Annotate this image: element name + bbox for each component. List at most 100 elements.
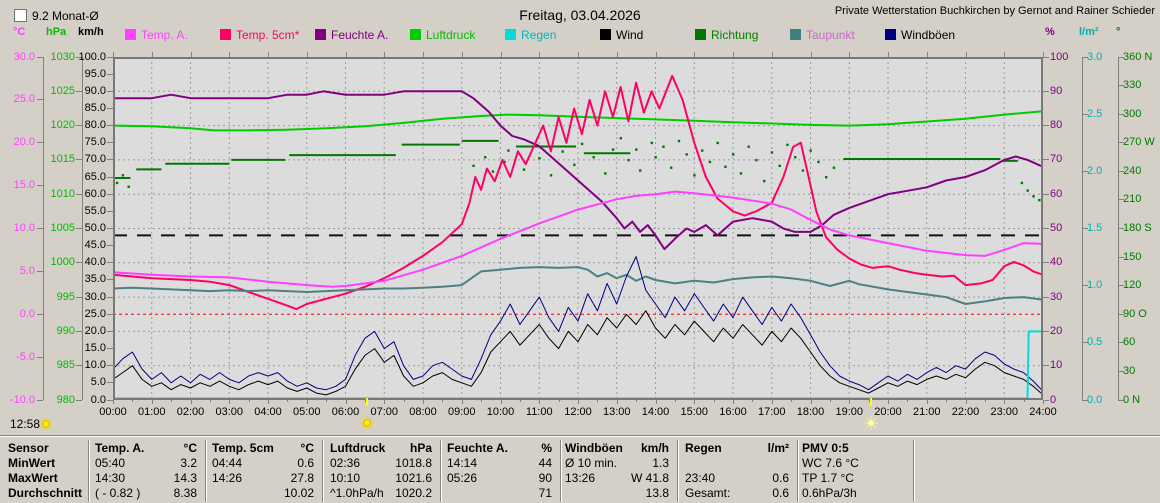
hour-tick-top [539, 52, 541, 57]
hour-tick-top [578, 52, 579, 57]
wind-direction-dot [778, 164, 781, 168]
x-axis-label: 18:00 [796, 406, 825, 418]
half-hour-tick [481, 400, 483, 402]
legend-label: Luftdruck [426, 28, 476, 42]
table-row-label: Durchschnitt [8, 486, 83, 500]
axis-tick [37, 399, 43, 401]
axis-tick [76, 365, 82, 367]
legend-swatch-icon [410, 29, 421, 40]
hour-tick-top [190, 52, 192, 57]
wind-direction-dot [1032, 195, 1035, 198]
half-hour-tick [791, 400, 793, 402]
series-windb-en [112, 256, 1044, 392]
axis-tick-label: 75.0 [84, 136, 106, 149]
table-header-name: Regen [685, 441, 722, 455]
axis-tick [1082, 228, 1088, 229]
hour-tick [694, 400, 696, 404]
series-taupunkt [112, 266, 1044, 305]
wind-direction-dot [484, 156, 487, 159]
half-hour-tick [713, 400, 715, 402]
legend-swatch-icon [695, 29, 706, 40]
table-cell-time: TP 1.7 °C [802, 471, 854, 485]
axis-tick [1082, 56, 1088, 58]
axis-tick-label: 100.0 [78, 50, 106, 63]
axis-tick-label: 5.0 [90, 376, 106, 389]
x-axis-label: 15:00 [680, 406, 709, 418]
table-cell-time: 14:30 [95, 471, 126, 485]
legend-swatch-icon [790, 29, 801, 40]
legend-item-regen[interactable]: Regen [505, 29, 556, 42]
axis-line [82, 57, 83, 400]
legend-item-taupunkt[interactable]: Taupunkt [790, 29, 855, 42]
axis-tick [76, 125, 82, 127]
axis-tick-label: 20.0 [84, 324, 106, 337]
legend-item-temp-5cm-[interactable]: Temp. 5cm* [220, 29, 299, 42]
table-row-label: MaxWert [8, 471, 58, 485]
table-cell-value: 14.3 [173, 471, 197, 485]
legend-item-windb-en[interactable]: Windböen [885, 29, 955, 42]
column-divider [677, 440, 679, 502]
legend-item-luftdruck[interactable]: Luftdruck [410, 29, 475, 42]
table-cell-time: 13:26 [565, 471, 596, 485]
column-divider [560, 440, 562, 502]
axis-tick-label: 0 [1050, 393, 1057, 406]
axis-tick-label: 50 [1050, 222, 1063, 234]
axis-tick-label: 70.0 [84, 153, 106, 166]
table-cell-time: 04:44 [212, 456, 243, 470]
x-axis-label: 06:00 [331, 406, 360, 418]
axis-tick [107, 193, 113, 195]
axis-tick [1043, 90, 1049, 92]
axis-tick-label: 60 [1050, 187, 1063, 200]
table-cell-value: 90 [538, 471, 552, 485]
axis-tick [107, 382, 113, 384]
axis-tick-label: 15.0 [84, 342, 106, 355]
legend-label: Windböen [901, 28, 956, 42]
station-name: Private Wetterstation Buchkirchen by Ger… [834, 5, 1155, 17]
table-cell-value: 71 [538, 486, 552, 500]
chart-canvas [112, 57, 1044, 400]
axis-tick [1082, 342, 1088, 344]
table-cell-value: 0.6 [297, 456, 314, 470]
half-hour-tick [674, 400, 676, 402]
table-cell-value: 1020.2 [395, 486, 432, 500]
legend-item-richtung[interactable]: Richtung [695, 29, 758, 42]
legend-item-temp-a-[interactable]: Temp. A. [125, 29, 188, 42]
hour-tick [229, 400, 231, 404]
axis-tick-label: 60.0 [84, 187, 106, 200]
legend-label: Wind [616, 28, 644, 42]
wind-direction-dot [1020, 181, 1024, 185]
axis-tick-label: 0.0 [90, 393, 106, 406]
wind-direction-dot [507, 149, 510, 152]
table-cell-time: 02:36 [330, 456, 361, 470]
table-header-name: Windböen [565, 441, 623, 455]
axis-tick [1043, 56, 1049, 58]
x-axis-label: 11:00 [525, 406, 553, 418]
axis-tick-label: 30 [1123, 364, 1136, 377]
monthly-average-checkbox[interactable]: 9.2 Monat-Ø [14, 9, 99, 23]
hour-tick [500, 400, 502, 404]
wind-direction-dot [573, 163, 576, 167]
wind-direction-dot [635, 148, 638, 151]
hour-tick-top [1043, 52, 1044, 57]
axis-tick [1118, 285, 1124, 287]
column-divider [440, 440, 442, 502]
axis-tick [76, 399, 82, 401]
legend-swatch-icon [600, 29, 611, 40]
legend-item-wind[interactable]: Wind [600, 29, 643, 42]
column-divider [205, 440, 207, 502]
axis-tick [37, 356, 43, 358]
half-hour-tick [829, 400, 831, 402]
series-temp-5cm- [112, 74, 1044, 311]
chart-plot [112, 57, 1044, 400]
axis-tick-label: 70 [1050, 153, 1063, 166]
axis-tick-label: 90.0 [84, 84, 106, 97]
axis-tick-label: 90 O [1123, 307, 1147, 320]
checkbox-icon[interactable] [14, 9, 27, 22]
x-axis-label: 20:00 [874, 406, 902, 418]
legend-item-feuchte-a-[interactable]: Feuchte A. [315, 29, 388, 42]
axis-tick-label: 55.0 [84, 204, 106, 217]
axis-tick-label: 1.0 [1087, 279, 1103, 292]
table-header-unit: hPa [409, 441, 432, 455]
legend-swatch-icon [220, 29, 231, 40]
axis-tick-label: 0 N [1123, 393, 1141, 406]
